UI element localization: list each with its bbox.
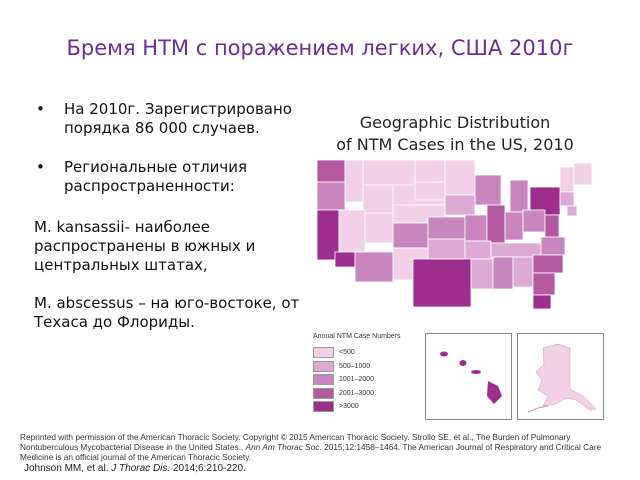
figure-title: Geographic Distribution of NTM Cases in … [320,112,590,156]
state-region [504,211,524,241]
hawaii-map [440,351,502,404]
legend-title: Annual NTM Case Numbers [313,333,401,340]
figure-title-line: of NTM Cases in the US, 2010 [336,135,574,154]
state-region [512,256,534,288]
state-region [509,179,529,213]
legend-swatch [313,374,334,386]
alaska-map [527,343,597,413]
state-region [427,216,466,240]
state-region [540,236,566,256]
legend-item: <500 [313,346,401,360]
citation-authors: Johnson MM, et al. [24,463,109,474]
state-region [566,205,578,217]
bullet-item: Региональные отличия распространенности: [34,158,304,196]
state-region [316,159,346,183]
state-region [464,240,492,260]
map-legend: Annual NTM Case Numbers <500 500–1000 1001… [313,333,401,414]
state-region [412,258,472,308]
reference-citation: Reprinted with permission of the America… [20,432,630,462]
state-region [316,181,346,211]
state-region [544,214,560,238]
reference-journal: Ann Am Thorac Soc. [245,442,322,452]
state-region [470,258,494,290]
legend-swatch [313,387,334,399]
state-region [414,159,446,183]
state-region [414,181,446,201]
state-region [464,214,488,242]
state-region [392,222,429,249]
state-region [492,256,514,290]
legend-item: 500–1000 [313,360,401,374]
state-region [532,294,552,310]
state-region [486,204,506,244]
figure-title-line: Geographic Distribution [359,113,551,132]
state-region [559,166,575,193]
state-region [522,209,546,233]
legend-swatch [313,347,334,359]
state-region [532,272,556,296]
legend-item: >3000 [313,400,401,414]
state-region [573,162,593,186]
legend-item: 2001–3000 [313,387,401,401]
state-region [334,251,356,268]
us-map [316,159,593,310]
state-region [444,194,476,216]
slide-title: Бремя НТМ с поражением легких, США 2010г [66,36,574,60]
state-region [532,254,564,274]
source-citation: Johnson MM, et al. J Thorac Dis. 2014;6:… [24,463,246,474]
legend-swatch [313,401,334,413]
legend-label: 1001–2000 [339,376,375,384]
state-region [362,184,394,214]
state-region [354,251,394,283]
citation-details: 2014;6:210-220. [172,463,246,474]
legend-label: 2001–3000 [339,389,375,397]
hawaii-inset [425,333,512,420]
legend-label: >3000 [339,403,359,411]
bullet-item: На 2010г. Зарегистрировано порядка 86 00… [34,100,304,138]
state-region [338,209,366,253]
legend-label: 500–1000 [339,362,371,370]
slide-body: На 2010г. Зарегистрировано порядка 86 00… [34,100,304,351]
reference-text: 2015;12:1458–1464. The American Journal … [20,442,602,462]
legend-swatch [313,360,334,372]
paragraph: M. abscessus – на юго-востоке, от Техаса… [34,294,300,331]
state-region [344,159,364,203]
state-region [364,212,394,244]
state-region [559,191,575,207]
citation-journal: J Thorac Dis. [111,463,171,474]
state-region [362,159,416,186]
legend-item: 1001–2000 [313,373,401,387]
state-region [427,238,466,260]
state-region [444,159,476,196]
state-region [474,174,502,206]
paragraph: M. kansassii- наиболее распространены в … [34,218,256,274]
legend-label: <500 [339,349,355,357]
alaska-inset [517,333,604,420]
reference-text: Reprinted with permission of the America… [20,432,571,452]
